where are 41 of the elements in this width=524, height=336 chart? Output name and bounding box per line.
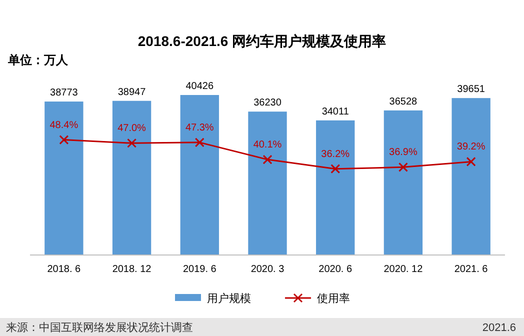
x-tick-label: 2018. 12 (112, 264, 152, 275)
bar (452, 98, 490, 255)
x-tick-label: 2018. 6 (47, 264, 82, 275)
data-label: 36230 (254, 98, 282, 109)
point (466, 156, 476, 166)
chart-subtitle: 单位：万人 (7, 53, 69, 67)
point (330, 164, 340, 174)
point (59, 135, 69, 145)
text: 2021.6 (482, 322, 516, 334)
x-tick-label: 2020. 6 (318, 264, 352, 275)
data-label: 39651 (457, 84, 486, 96)
chart-title: 2018.6-2021.6 网约车用户规模及使用率 (138, 33, 386, 49)
data-label: 40.1% (253, 140, 282, 151)
x-tick-label: 2020. 12 (384, 264, 424, 275)
point (194, 138, 204, 148)
x-tick-label: 2019. 6 (182, 264, 217, 275)
data-label: 36528 (389, 96, 418, 108)
data-label: 39.2% (456, 142, 486, 153)
bar (180, 95, 219, 255)
x-tick-label: 2021. 6 (454, 264, 488, 275)
data-label: 36.2% (321, 148, 350, 160)
bar (44, 102, 84, 255)
data-label: 38773 (50, 88, 78, 99)
legend-label: 使用率 (317, 292, 350, 305)
bar (248, 112, 287, 255)
point (398, 162, 408, 172)
x-tick-label: 2020. 3 (250, 264, 285, 275)
data-label: 47.3% (185, 122, 214, 134)
data-label: 47.0% (118, 123, 146, 134)
legend-label: 用户规模 (207, 292, 251, 305)
data-label: 36.9% (389, 147, 418, 158)
bar (384, 110, 423, 255)
source-note: 来源：中国互联网络发展状况统计调查 (6, 321, 193, 334)
point (262, 154, 272, 164)
point (127, 138, 137, 148)
data-label: 48.4% (50, 120, 78, 131)
bar (112, 100, 152, 255)
data-label: 38947 (118, 86, 146, 98)
data-label: 34011 (322, 106, 350, 118)
bar (316, 120, 355, 255)
data-label: 40426 (186, 81, 214, 92)
